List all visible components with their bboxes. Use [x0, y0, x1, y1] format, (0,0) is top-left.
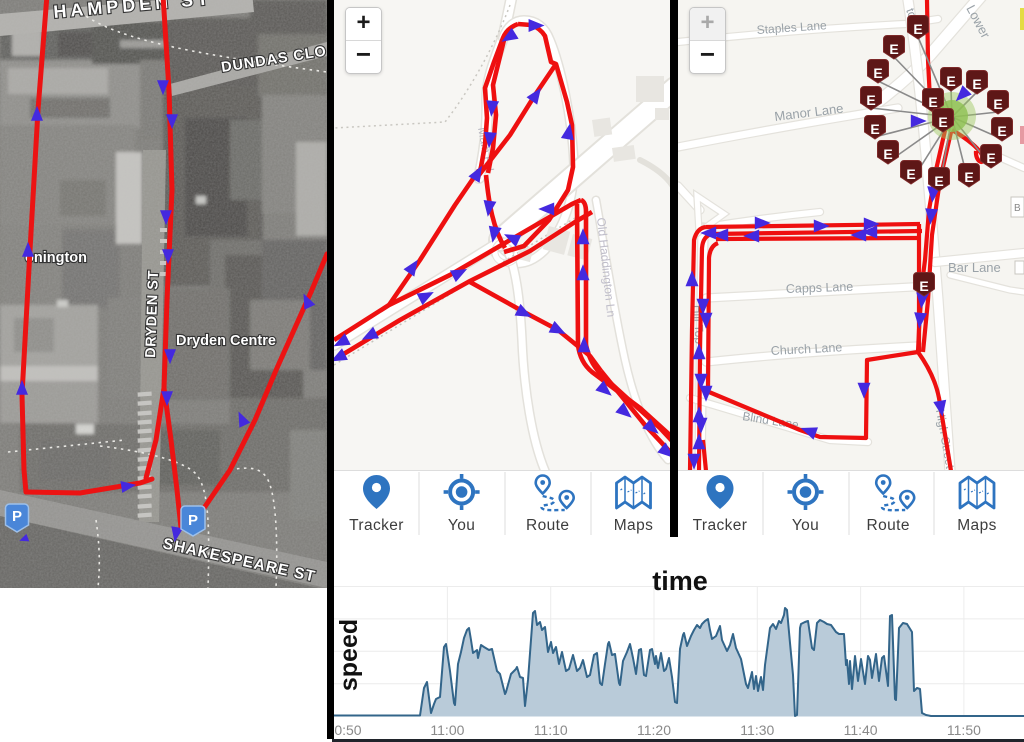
svg-text:Maps: Maps: [614, 517, 654, 534]
svg-text:10:50: 10:50: [334, 722, 362, 738]
svg-text:Maps: Maps: [957, 517, 997, 534]
svg-text:E: E: [964, 169, 973, 185]
svg-text:E: E: [883, 146, 892, 162]
svg-text:11:50: 11:50: [947, 722, 981, 738]
svg-text:E: E: [906, 166, 915, 182]
svg-text:E: E: [934, 173, 943, 189]
svg-text:11:10: 11:10: [534, 722, 568, 738]
svg-text:P: P: [12, 508, 22, 525]
svg-text:P: P: [188, 512, 198, 529]
svg-text:B: B: [1014, 203, 1021, 214]
svg-text:speed: speed: [335, 619, 363, 691]
svg-text:You: You: [792, 517, 819, 534]
svg-text:11:00: 11:00: [430, 722, 464, 738]
svg-text:E: E: [873, 65, 882, 81]
svg-text:11:20: 11:20: [637, 722, 671, 738]
svg-text:Route: Route: [867, 517, 910, 534]
svg-text:E: E: [993, 96, 1002, 112]
svg-text:Tracker: Tracker: [693, 517, 748, 534]
svg-text:Capps Lane: Capps Lane: [786, 280, 854, 296]
svg-text:Church Lane: Church Lane: [770, 340, 842, 358]
svg-text:E: E: [889, 41, 898, 57]
svg-text:You: You: [448, 517, 475, 534]
svg-text:11:40: 11:40: [844, 722, 878, 738]
svg-text:E: E: [928, 94, 937, 110]
svg-text:E: E: [919, 278, 928, 294]
svg-text:DRYDEN ST: DRYDEN ST: [143, 270, 162, 358]
svg-text:Staples Lane: Staples Lane: [756, 18, 827, 37]
svg-text:E: E: [866, 92, 875, 108]
svg-text:Route: Route: [526, 517, 569, 534]
svg-text:Bar Lane: Bar Lane: [948, 260, 1001, 275]
svg-text:E: E: [870, 121, 879, 137]
svg-text:E: E: [913, 21, 922, 37]
svg-text:onington: onington: [25, 250, 87, 266]
svg-text:E: E: [986, 150, 995, 166]
svg-text:E: E: [946, 73, 955, 89]
svg-text:E: E: [972, 76, 981, 92]
svg-text:time: time: [652, 566, 708, 596]
svg-text:Dryden Centre: Dryden Centre: [176, 333, 276, 349]
svg-text:E: E: [997, 123, 1006, 139]
svg-text:E: E: [938, 114, 947, 130]
svg-text:11:30: 11:30: [740, 722, 774, 738]
svg-text:Tracker: Tracker: [349, 517, 404, 534]
